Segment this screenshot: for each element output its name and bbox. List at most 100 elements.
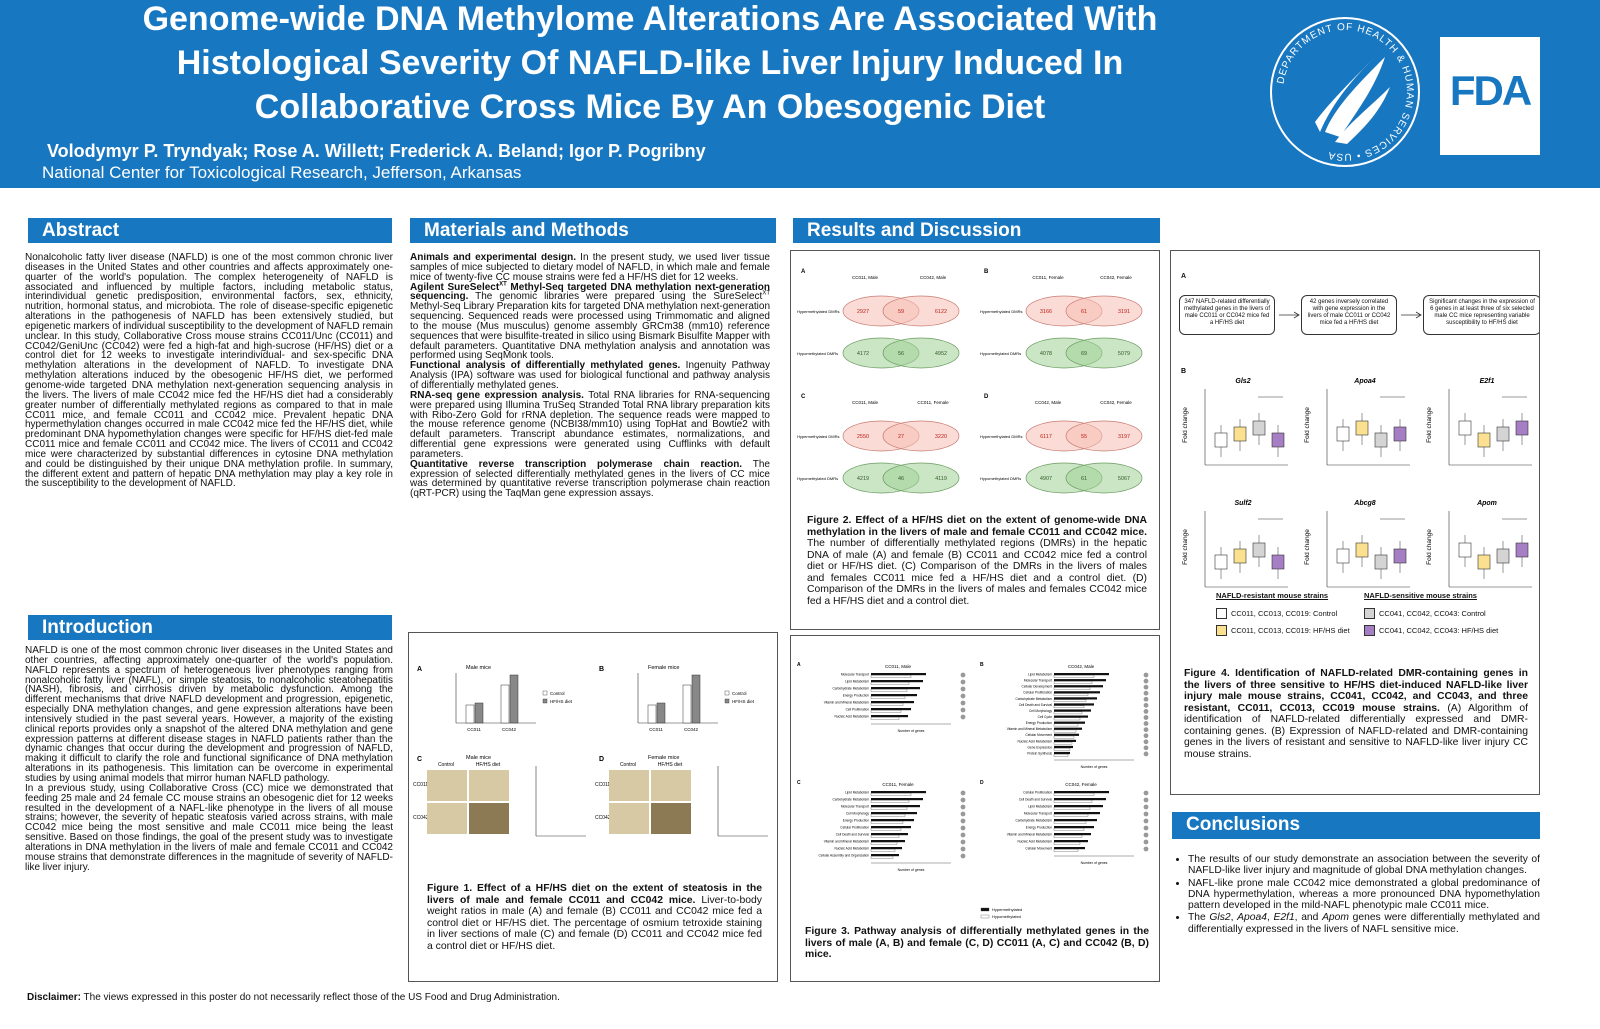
- bar-shape: [500, 684, 510, 724]
- category-label: Carbohydrate Metabolism: [833, 687, 870, 691]
- venn-count: 4907: [1040, 476, 1052, 482]
- text-run: Apom: [1322, 912, 1349, 924]
- bar-shape: [1053, 754, 1069, 757]
- flow-arrow: [1401, 311, 1422, 319]
- box-shape: [1355, 420, 1369, 436]
- bar-shape: [871, 798, 923, 801]
- micrograph: [469, 803, 509, 834]
- section-heading: Conclusions: [1172, 812, 1540, 839]
- legend-label: HF/HS diet: [732, 699, 755, 704]
- bar-shape: [1053, 717, 1081, 721]
- bubble: [960, 679, 966, 685]
- bar-shape: [870, 675, 912, 678]
- panel-label: A: [1181, 273, 1187, 280]
- category-label: Lipid Metabolism: [845, 680, 869, 684]
- panel-title: Male mice: [466, 665, 491, 671]
- seal-ring: [1270, 17, 1420, 167]
- panel-title: CC011, Male: [885, 664, 911, 669]
- text-run: The views expressed in this poster do no…: [80, 992, 560, 1003]
- bar-shape: [870, 682, 910, 685]
- text-run: The genomic libraries were prepared usin…: [468, 291, 763, 303]
- bar-shape: [871, 673, 926, 676]
- venn-count: 3197: [1118, 434, 1130, 440]
- text-run: The expression of selected differentiall…: [410, 458, 770, 500]
- legend-swatch: [1216, 625, 1227, 636]
- category-label: Energy Production: [1026, 721, 1052, 725]
- category-label: Carbohydrate Metabolism: [1016, 819, 1053, 823]
- text-run: Figure 4. Identification of NAFLD-relate…: [1184, 668, 1528, 714]
- micrograph: [609, 770, 649, 801]
- y-axis-title: Fold change: [1182, 529, 1189, 565]
- panel-title: Male mice: [466, 755, 491, 761]
- axis-title: Number of genes: [1081, 765, 1108, 769]
- bullet: The Gls2, Apoa4, E2f1, and Apom genes we…: [1188, 912, 1540, 935]
- bar-shape: [870, 835, 900, 838]
- row-label: Hypermethylated DMRs: [980, 309, 1022, 314]
- category-label: Cellular Movement: [1025, 733, 1052, 737]
- bubble: [960, 707, 966, 713]
- bar-shape: [474, 702, 484, 724]
- category-label: Cellular Development: [1022, 685, 1053, 689]
- venn-count: 61: [1081, 476, 1087, 482]
- category-label: Cellular Proliferation: [1023, 691, 1052, 695]
- bar-shape: [870, 814, 906, 817]
- panel-label: A: [417, 666, 422, 673]
- abstract-text: Nonalcoholic fatty liver disease (NAFLD)…: [25, 253, 393, 608]
- category-label: Cell Cycle: [1038, 715, 1053, 719]
- legend-item: CC011, CC013, CC019: Control: [1216, 608, 1337, 619]
- gene-title: E2f1: [1480, 378, 1495, 385]
- box-shape: [1393, 548, 1407, 564]
- category-label: Molecular Transport: [1024, 679, 1052, 683]
- box-shape: [1214, 432, 1228, 448]
- box-shape: [1336, 548, 1350, 564]
- venn-count: 3166: [1040, 309, 1052, 315]
- text-run: , and: [1294, 912, 1323, 924]
- legend-label: HF/HS diet: [550, 699, 573, 704]
- bubble: [960, 804, 966, 810]
- bar-shape: [1053, 735, 1075, 739]
- venn-circle: [882, 295, 960, 327]
- panel-title: Female mice: [648, 665, 679, 671]
- bubble: [1143, 678, 1149, 684]
- title-line: Collaborative Cross Mice By An Obesogeni…: [254, 88, 1046, 126]
- paragraph: Functional analysis of differentially me…: [410, 361, 770, 391]
- panel-label: B: [1181, 368, 1186, 375]
- text-run: E2f1: [1273, 912, 1295, 924]
- authors: Volodymyr P. Tryndyak; Rose A. Willett; …: [47, 141, 706, 161]
- bubble: [960, 832, 966, 838]
- y-axis-title: Fold change: [1426, 529, 1433, 565]
- bar-shape: [1053, 729, 1077, 733]
- panel-label: A: [801, 269, 806, 275]
- bar-shape: [1054, 798, 1106, 801]
- bubble: [960, 853, 966, 859]
- seal-eagle: [1315, 57, 1390, 144]
- category-label: Lipid Metabolism: [1028, 805, 1052, 809]
- bubble: [1143, 839, 1149, 845]
- affiliation: National Center for Toxicological Resear…: [42, 163, 522, 182]
- category-label: Lipid Metabolism: [1028, 673, 1052, 677]
- venn-set-label: CC042, Female: [1100, 275, 1132, 280]
- bar-shape: [1054, 691, 1100, 694]
- venn-count: 5067: [1118, 476, 1130, 482]
- paragraph: Nonalcoholic fatty liver disease (NAFLD)…: [25, 253, 393, 490]
- bar-shape: [871, 847, 902, 850]
- bar-shape: [682, 684, 692, 724]
- paragraph: In a previous study, using Collaborative…: [25, 782, 393, 873]
- legend-item: CC011, CC013, CC019: HF/HS diet: [1216, 625, 1350, 636]
- micrograph: [427, 770, 467, 801]
- bar-shape: [691, 674, 701, 724]
- figure-caption: Figure 2. Effect of a HF/HS diet on the …: [807, 515, 1147, 607]
- bar-shape: [871, 819, 914, 822]
- text-run: ,: [1230, 912, 1238, 924]
- venn-circle: [1065, 337, 1143, 369]
- text-run: Functional analysis of differentially me…: [410, 360, 681, 372]
- category-label: Cell Morphology: [846, 812, 869, 816]
- text-run: The results of our study demonstrate an …: [1188, 854, 1540, 877]
- y-axis-title: Fold change: [1304, 529, 1311, 565]
- category-label: Cell Death and Survival: [1019, 798, 1053, 802]
- gene-title: Gls2: [1235, 378, 1250, 385]
- box-shape: [1458, 542, 1472, 558]
- row-label: CC042: [595, 815, 611, 821]
- panel-title: CC042, Female: [1065, 782, 1097, 787]
